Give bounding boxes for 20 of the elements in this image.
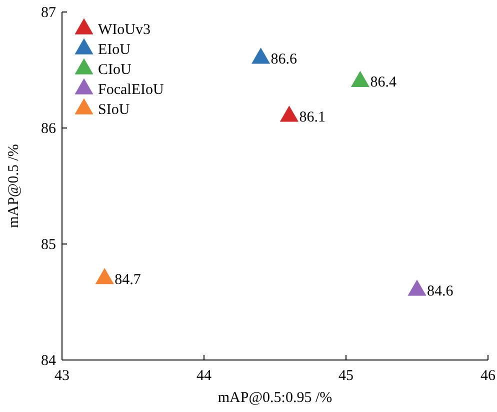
data-label: 84.7	[114, 272, 142, 288]
y-axis-title: mAP@0.5 /%	[6, 144, 22, 228]
legend-label: CIoU	[98, 62, 132, 78]
legend-label: FocalEIoU	[98, 82, 164, 98]
y-tick-label: 85	[41, 237, 56, 253]
legend-label: EIoU	[98, 42, 131, 58]
y-tick-label: 87	[41, 5, 56, 21]
legend-label: WIoUv3	[98, 22, 150, 38]
data-label: 86.4	[370, 74, 397, 91]
data-label: 86.6	[270, 51, 298, 68]
x-tick-label: 44	[196, 368, 212, 384]
x-tick-label: 46	[480, 368, 496, 384]
x-axis-title: mAP@0.5:0.95 /%	[218, 390, 332, 406]
y-tick-label: 86	[41, 121, 56, 137]
data-label: 86.1	[299, 109, 326, 126]
y-tick-label: 84	[41, 353, 56, 369]
legend-label: SIoU	[98, 102, 130, 118]
x-tick-label: 43	[54, 368, 70, 384]
x-tick-label: 45	[338, 368, 354, 384]
data-label: 84.6	[427, 283, 454, 300]
